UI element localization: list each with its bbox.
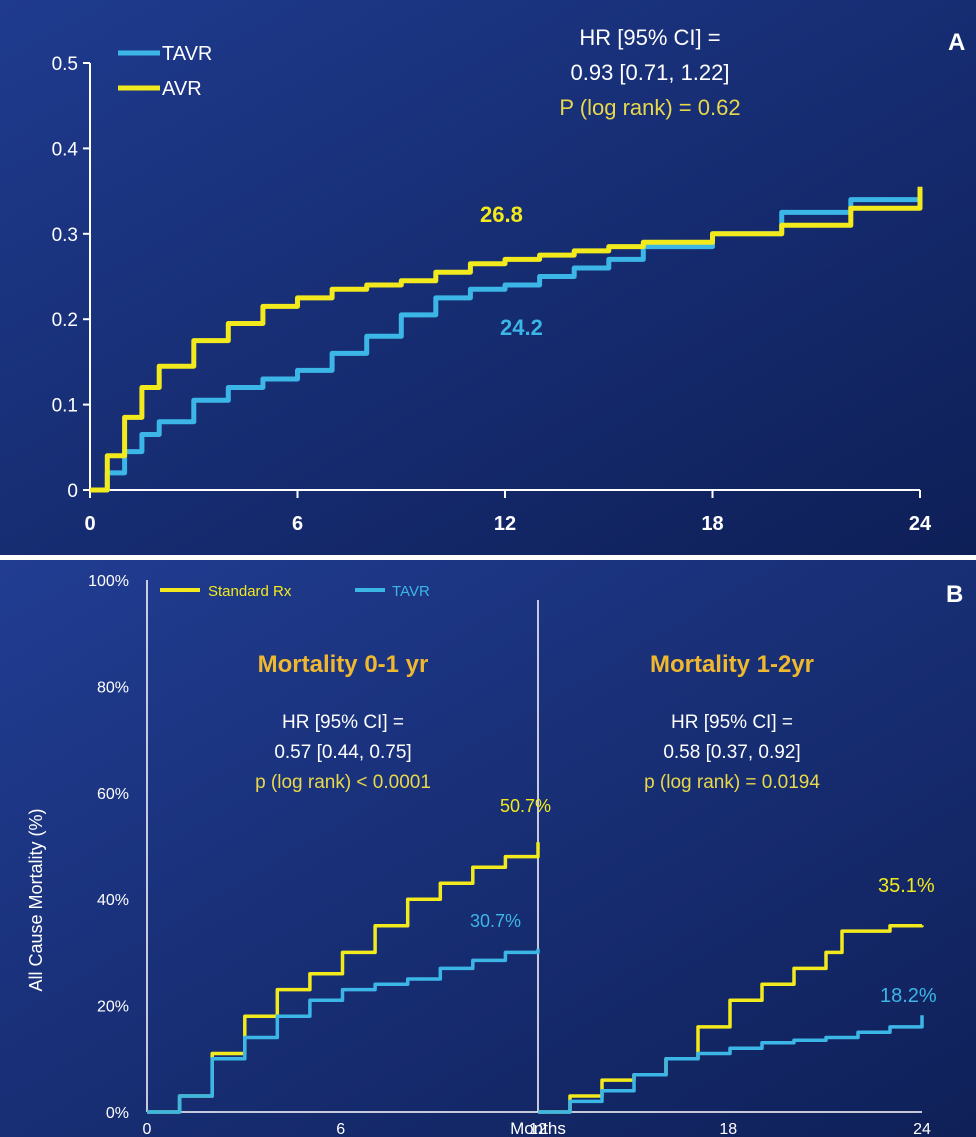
- x-tick-label: 6: [292, 513, 303, 535]
- x-tick-label: 0: [84, 513, 95, 535]
- panel-a-stat-line3: P (log rank) = 0.62: [559, 95, 740, 120]
- subpanel-1-stat1: HR [95% CI] =: [282, 712, 404, 733]
- subpanel-2-stat1: HR [95% CI] =: [671, 712, 793, 733]
- x-tick-label: 18: [719, 1121, 737, 1137]
- end-label-tavr-yr2: 18.2%: [880, 985, 937, 1007]
- subpanel-2-stat2: 0.58 [0.37, 0.92]: [663, 742, 800, 763]
- subpanel-1-stat2: 0.57 [0.44, 0.75]: [274, 742, 411, 763]
- panel-b-plot-layer: 0% 20% 40% 60% 80% 100% 0 6 12 18 24 Months All Caus…: [26, 573, 937, 1137]
- end-label-tavr-yr1: 30.7%: [470, 911, 521, 931]
- y-tick-label: 0.5: [52, 54, 78, 75]
- y-tick-label: 60%: [97, 786, 129, 803]
- y-tick-label: 100%: [88, 573, 129, 590]
- kaplan-meier-chart-a: A HR [95% CI] = 0.93 [0.71, 1.22] P (log…: [0, 0, 976, 555]
- series-label-avr: 26.8: [480, 202, 523, 227]
- end-label-standard-rx-yr2: 35.1%: [878, 875, 935, 897]
- x-tick-label: 24: [909, 513, 932, 535]
- legend-label-tavr: TAVR: [162, 43, 212, 65]
- x-tick-label: 18: [701, 513, 723, 535]
- legend-label-avr: AVR: [162, 78, 202, 100]
- subpanel-1-title: Mortality 0-1 yr: [258, 651, 429, 678]
- x-tick-label: 6: [336, 1121, 345, 1137]
- panel-a-stat-line1: HR [95% CI] =: [579, 25, 720, 50]
- x-tick-label: 24: [913, 1121, 931, 1137]
- x-tick-label: 12: [494, 513, 516, 535]
- series-line-standard-rx-1-2yr: [538, 924, 924, 1114]
- panel-a-background: [0, 0, 976, 555]
- y-tick-label: 40%: [97, 892, 129, 909]
- panel-a-stat-line2: 0.93 [0.71, 1.22]: [570, 60, 729, 85]
- y-tick-label: 20%: [97, 999, 129, 1016]
- y-tick-label: 0: [67, 481, 78, 502]
- x-tick-label: 0: [143, 1121, 152, 1137]
- subpanel-2-title: Mortality 1-2yr: [650, 651, 814, 678]
- kaplan-meier-chart-b: B Mortality 0-1 yr HR [95% CI] = 0.57 [0…: [0, 560, 976, 1137]
- y-tick-label: 0.3: [52, 225, 78, 246]
- subpanel-2-stat3: p (log rank) = 0.0194: [644, 772, 820, 793]
- legend-label-tavr: TAVR: [392, 583, 430, 600]
- subpanel-1-stat3: p (log rank) < 0.0001: [255, 772, 431, 793]
- panel-a-plot-layer: 0 0.1 0.2 0.3 0.4 0.5 0 6 12 18 24 24.2 26.8 TAVR AVR: [52, 43, 932, 535]
- y-tick-label: 0.1: [52, 396, 78, 417]
- series-line-tavr: [90, 191, 923, 493]
- series-line-standard-rx-0-1yr: [147, 842, 540, 1114]
- x-axis-title: Months: [510, 1119, 566, 1137]
- y-tick-label: 0.2: [52, 310, 78, 331]
- series-line-tavr-0-1yr: [147, 948, 540, 1114]
- x-tick-label: 12: [529, 1121, 547, 1137]
- y-axis-title: All Cause Mortality (%): [26, 808, 46, 991]
- end-label-standard-rx-yr1: 50.7%: [500, 796, 551, 816]
- panel-a: A HR [95% CI] = 0.93 [0.71, 1.22] P (log…: [0, 0, 976, 555]
- series-label-tavr: 24.2: [500, 315, 543, 340]
- legend-label-standard-rx: Standard Rx: [208, 583, 292, 600]
- panel-b-letter: B: [946, 581, 963, 608]
- y-tick-label: 0%: [106, 1105, 129, 1122]
- panel-a-letter: A: [948, 29, 965, 56]
- y-tick-label: 0.4: [52, 139, 79, 160]
- series-line-tavr-1-2yr: [538, 1015, 924, 1114]
- panel-b: B Mortality 0-1 yr HR [95% CI] = 0.57 [0…: [0, 560, 976, 1137]
- y-tick-label: 80%: [97, 679, 129, 696]
- series-line-avr: [90, 186, 923, 493]
